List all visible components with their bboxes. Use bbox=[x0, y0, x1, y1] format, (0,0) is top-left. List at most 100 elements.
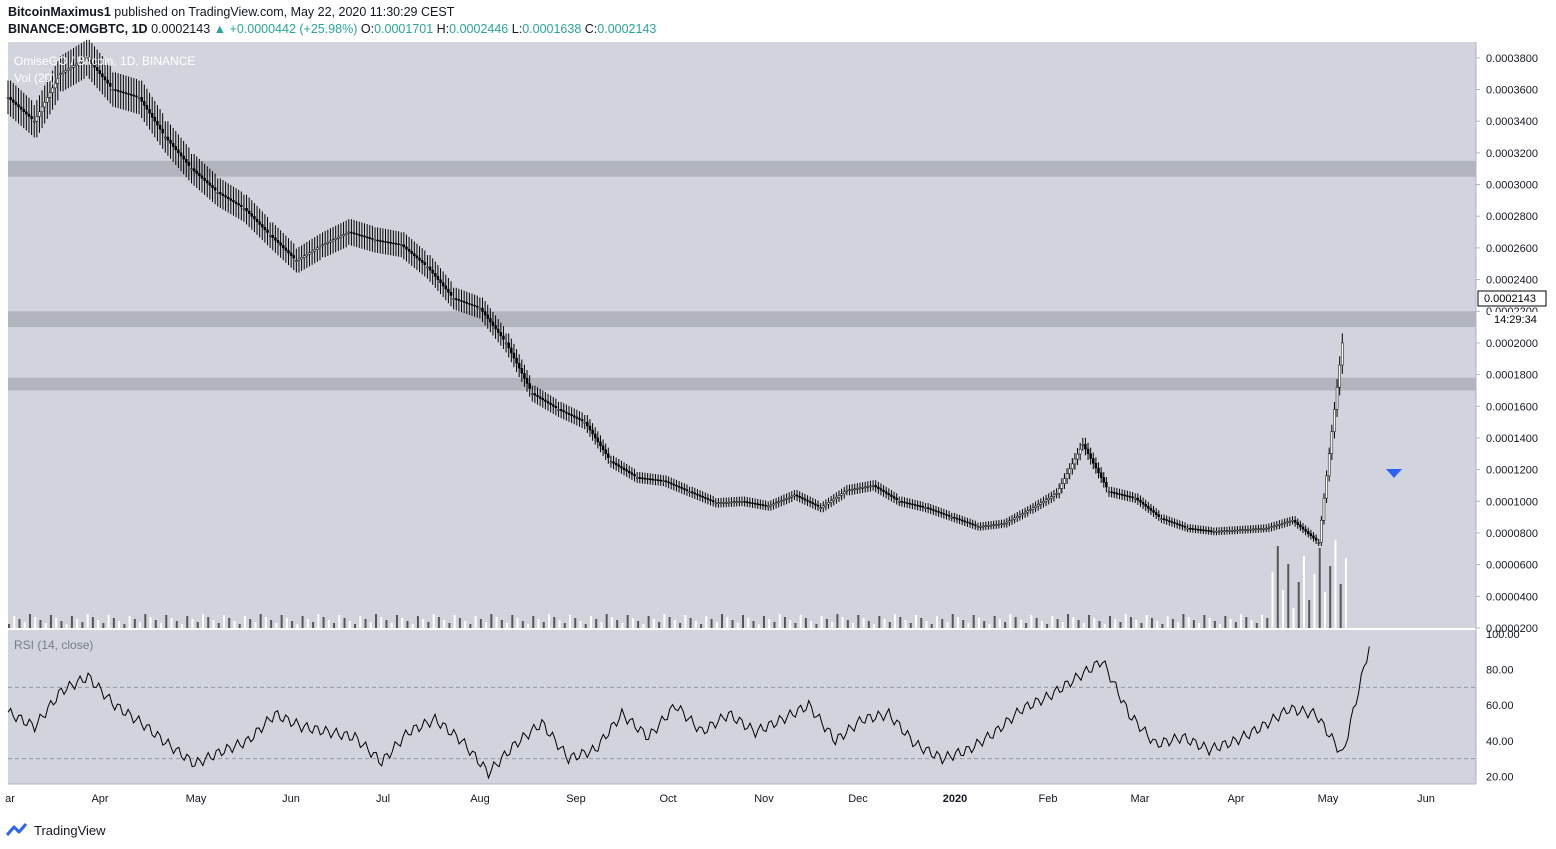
candle-body bbox=[59, 73, 62, 75]
author-name[interactable]: BitcoinMaximus1 bbox=[8, 5, 111, 19]
candle-body bbox=[169, 139, 172, 144]
volume-bar bbox=[925, 621, 928, 628]
candle-body bbox=[544, 399, 547, 402]
publish-text: published on TradingView.com, May 22, 20… bbox=[114, 5, 455, 19]
candle-body bbox=[1086, 448, 1090, 455]
candle-body bbox=[434, 272, 437, 277]
volume-bar bbox=[516, 618, 519, 628]
volume-bar bbox=[1323, 592, 1326, 628]
volume-bar bbox=[1203, 615, 1206, 628]
volume-bar bbox=[1067, 614, 1070, 628]
candle-body bbox=[1089, 453, 1092, 459]
candle-body bbox=[397, 243, 400, 246]
resistance-zone[interactable] bbox=[8, 377, 1476, 391]
resistance-zone[interactable] bbox=[8, 311, 1476, 328]
candle-body bbox=[1078, 448, 1082, 455]
volume-bar bbox=[280, 615, 283, 628]
price-tick-label: 0.0001000 bbox=[1486, 496, 1538, 508]
candle-body bbox=[601, 445, 605, 451]
open-label: O: bbox=[360, 22, 375, 36]
candle-body bbox=[1102, 477, 1106, 483]
volume-bar bbox=[254, 622, 257, 628]
candle-body bbox=[565, 411, 568, 414]
time-tick-label: ar bbox=[5, 793, 15, 805]
candle-body bbox=[950, 516, 953, 519]
volume-bar bbox=[542, 622, 545, 628]
volume-bar bbox=[820, 616, 823, 628]
candle-body bbox=[604, 449, 607, 455]
volume-bar bbox=[301, 616, 304, 628]
candle-body bbox=[423, 262, 427, 265]
volume-bar bbox=[364, 619, 367, 628]
volume-bar bbox=[1145, 615, 1148, 628]
candle-body bbox=[441, 282, 445, 287]
candle-body bbox=[444, 285, 448, 290]
volume-bar bbox=[962, 620, 965, 628]
candle-body bbox=[727, 501, 731, 504]
candle-body bbox=[649, 478, 652, 481]
volume-bar bbox=[238, 624, 241, 628]
candle-body bbox=[9, 97, 12, 101]
volume-bar bbox=[81, 622, 84, 628]
volume-bar bbox=[1119, 622, 1122, 628]
resistance-zone[interactable] bbox=[8, 160, 1476, 177]
volume-bar bbox=[91, 617, 94, 628]
candle-body bbox=[292, 255, 295, 259]
volume-bar bbox=[49, 615, 52, 628]
candle-body bbox=[515, 357, 518, 364]
volume-bar bbox=[1302, 556, 1305, 628]
tradingview-logo[interactable]: TradingView bbox=[6, 822, 106, 838]
candle-body bbox=[552, 404, 555, 407]
candle-body bbox=[190, 168, 193, 170]
candle-body bbox=[942, 513, 946, 515]
volume-bar bbox=[1344, 558, 1347, 628]
candle-body bbox=[1094, 463, 1098, 469]
volume-bar bbox=[642, 624, 645, 628]
candle-body bbox=[848, 489, 851, 491]
volume-bar bbox=[684, 615, 687, 628]
candle-body bbox=[1157, 514, 1161, 517]
candle-body bbox=[1029, 508, 1032, 511]
candle-body bbox=[591, 429, 594, 435]
candle-body bbox=[455, 298, 458, 300]
candle-body bbox=[331, 239, 335, 242]
candle-body bbox=[1162, 518, 1166, 520]
candle-body bbox=[533, 393, 537, 396]
volume-bar bbox=[532, 616, 535, 628]
candle-body bbox=[211, 185, 214, 188]
volume-bar bbox=[448, 623, 451, 628]
candle-body bbox=[35, 116, 39, 122]
candle-body bbox=[43, 101, 46, 108]
candle-body bbox=[1005, 521, 1009, 524]
volume-bar bbox=[270, 620, 273, 628]
volume-bar bbox=[705, 616, 708, 628]
candle-body bbox=[989, 524, 993, 527]
time-tick-label: Jul bbox=[376, 793, 390, 805]
volume-bar bbox=[920, 618, 923, 628]
candle-body bbox=[756, 503, 759, 505]
countdown-text: 14:29:34 bbox=[1494, 314, 1537, 326]
volume-bar bbox=[191, 619, 194, 628]
volume-bar bbox=[317, 614, 320, 628]
volume-bar bbox=[1009, 614, 1012, 628]
candle-body bbox=[30, 116, 33, 120]
volume-bar bbox=[1051, 616, 1054, 628]
candle-body bbox=[976, 526, 980, 528]
candle-body bbox=[179, 152, 183, 157]
time-tick-label: Feb bbox=[1039, 793, 1058, 805]
volume-bar bbox=[1035, 618, 1038, 628]
candle-body bbox=[1259, 528, 1263, 530]
volume-bar bbox=[873, 624, 876, 628]
candle-body bbox=[1325, 475, 1328, 499]
volume-bar bbox=[18, 619, 21, 628]
volume-bar bbox=[118, 621, 121, 628]
price-change: +0.0000442 (+25.98%) bbox=[229, 22, 358, 36]
volume-bar bbox=[175, 621, 178, 628]
candle-body bbox=[326, 241, 330, 244]
candle-body bbox=[554, 406, 558, 409]
candle-body bbox=[651, 478, 655, 481]
candle-body bbox=[1189, 527, 1192, 530]
candle-body bbox=[61, 71, 65, 74]
candle-body bbox=[1306, 531, 1310, 534]
